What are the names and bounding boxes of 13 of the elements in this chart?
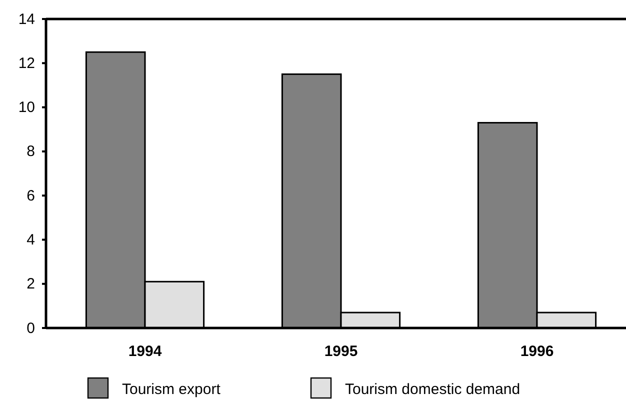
legend-label: Tourism export [122,381,222,398]
y-tick-label: 0 [26,320,35,337]
y-tick-label: 2 [26,276,35,293]
y-tick-label: 12 [18,54,35,72]
x-tick-label: 1995 [324,343,358,360]
y-tick-label: 14 [18,10,35,28]
x-tick-label: 1994 [128,343,162,360]
legend-label: Tourism domestic demand [345,381,520,398]
y-tick-label: 10 [18,99,35,116]
y-tick-label: 4 [26,232,35,249]
x-tick-label: 1996 [520,343,554,360]
y-tick-label: 6 [26,187,35,204]
y-tick-label: 8 [26,143,35,160]
